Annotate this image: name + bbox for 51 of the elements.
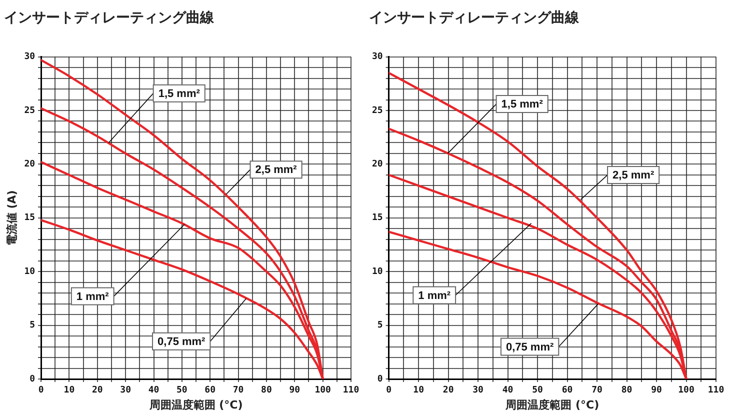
x-tick-label: 10: [413, 386, 424, 396]
annotation: 2,5 mm²: [612, 169, 654, 182]
y-tick-label: 15: [372, 213, 383, 224]
annotation: 0,75 mm²: [158, 336, 206, 348]
x-tick-label: 50: [532, 386, 543, 396]
x-axis-title: 周囲温度範囲 (°C): [504, 398, 600, 412]
x-tick-label: 30: [472, 386, 484, 396]
x-tick-label: 90: [289, 386, 300, 396]
annotation: 1,5 mm²: [158, 88, 200, 100]
x-tick-label: 20: [92, 386, 103, 396]
y-tick-label: 30: [24, 52, 36, 62]
annotation: 1 mm²: [76, 290, 110, 303]
annotation: 0,75 mm²: [506, 341, 554, 354]
y-tick-label: 20: [24, 160, 36, 170]
x-tick-label: 60: [562, 386, 573, 396]
x-tick-label: 70: [592, 386, 602, 396]
y-tick-label: 5: [377, 320, 383, 331]
x-tick-label: 30: [120, 386, 131, 396]
x-tick-label: 70: [232, 386, 244, 396]
y-tick-label: 5: [30, 320, 36, 331]
x-tick-label: 20: [442, 386, 454, 396]
y-tick-label: 20: [372, 160, 383, 170]
x-tick-label: 100: [678, 386, 694, 396]
x-tick-label: 0: [386, 386, 392, 396]
x-tick-label: 40: [502, 386, 514, 396]
y-axis-title: 電流値 (A): [5, 190, 18, 246]
x-tick-label: 0: [38, 386, 44, 396]
x-tick-label: 80: [621, 386, 632, 396]
y-tick-label: 25: [372, 106, 383, 116]
y-tick-label: 10: [24, 266, 36, 277]
x-tick-label: 110: [708, 386, 724, 396]
y-tick-label: 10: [372, 266, 383, 277]
x-tick-label: 90: [651, 386, 662, 396]
x-tick-label: 60: [204, 386, 216, 396]
x-axis-title: 周囲温度範囲 (°C): [148, 398, 243, 412]
x-tick-label: 50: [176, 386, 188, 396]
y-tick-label: 15: [24, 213, 36, 224]
y-tick-label: 30: [372, 52, 383, 62]
x-tick-label: 80: [261, 386, 272, 396]
x-tick-label: 40: [148, 386, 160, 396]
x-tick-label: 10: [64, 386, 75, 396]
x-tick-label: 110: [342, 386, 360, 396]
y-tick-label: 25: [24, 106, 36, 116]
x-tick-label: 100: [314, 386, 331, 396]
chart-title: インサートディレーティング曲線: [369, 10, 580, 26]
y-tick-label: 0: [377, 374, 383, 384]
y-tick-label: 0: [30, 374, 36, 384]
annotation: 2,5 mm²: [255, 164, 298, 176]
annotation: 1 mm²: [418, 290, 451, 302]
chart-title: インサートディレーティング曲線: [4, 10, 215, 26]
annotation: 1,5 mm²: [501, 98, 544, 111]
